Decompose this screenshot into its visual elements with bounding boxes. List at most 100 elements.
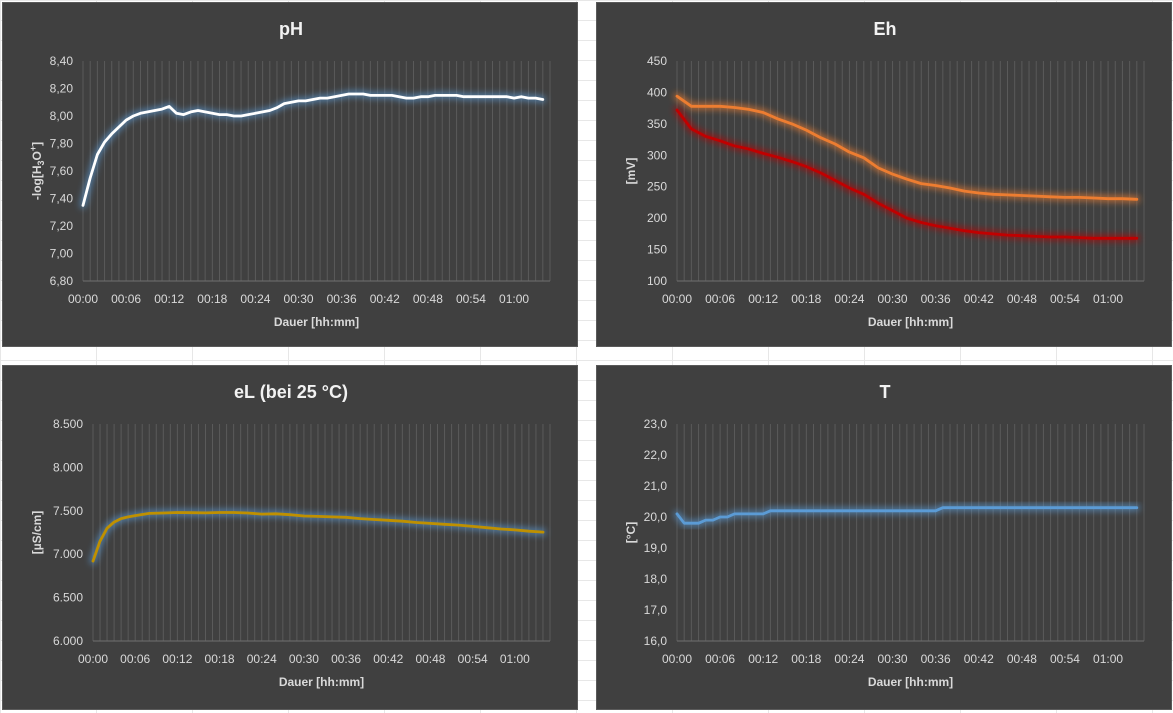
y-tick-label: 250 xyxy=(647,180,667,194)
x-tick-label: 00:42 xyxy=(373,652,403,666)
y-tick-label: 18,0 xyxy=(644,572,668,586)
series-line-0[interactable] xyxy=(675,94,1139,201)
series-line-0[interactable] xyxy=(91,511,545,563)
x-tick-label: 00:48 xyxy=(415,652,445,666)
y-tick-label: 7,40 xyxy=(50,192,74,206)
x-tick-label: 00:06 xyxy=(705,652,735,666)
x-tick-label: 00:36 xyxy=(921,292,951,306)
x-tick-label: 00:12 xyxy=(162,652,192,666)
x-tick-label: 01:00 xyxy=(1093,652,1123,666)
y-tick-label: 7.000 xyxy=(53,547,83,561)
y-tick-label: 8,40 xyxy=(50,54,74,68)
chart-panel-ph[interactable]: pH 6,80 7,00 7,20 7,40 7,60 7,80 8,00 8,20 8,40 00… xyxy=(2,2,578,347)
series-line-0[interactable] xyxy=(675,506,1139,525)
x-tick-label: 00:48 xyxy=(1007,652,1037,666)
chart-panel-eh[interactable]: Eh 100 150 200 250 300 350 400 450 00:00 00:06 00:1… xyxy=(596,2,1172,347)
y-tick-label: 23,0 xyxy=(644,417,668,431)
x-tick-label: 00:54 xyxy=(456,292,486,306)
y-tick-label: 7,20 xyxy=(50,219,74,233)
y-tick-label: 450 xyxy=(647,54,667,68)
chart-svg: Eh 100 150 200 250 300 350 400 450 00:00 00:06 00:1… xyxy=(624,19,1145,329)
x-tick-label: 00:24 xyxy=(834,652,864,666)
y-tick-label: 100 xyxy=(647,274,667,288)
y-tick-label: 150 xyxy=(647,243,667,257)
x-tick-label: 00:30 xyxy=(284,292,314,306)
y-tick-label: 8,20 xyxy=(50,82,74,96)
chart-title: Eh xyxy=(873,19,896,39)
x-axis-label: Dauer [hh:mm] xyxy=(279,675,364,689)
x-tick-label: 00:24 xyxy=(240,292,270,306)
chart-title: T xyxy=(880,382,891,402)
y-tick-label: 19,0 xyxy=(644,541,668,555)
y-tick-label: 20,0 xyxy=(644,510,668,524)
y-tick-label: 7.500 xyxy=(53,504,83,518)
y-tick-label: 16,0 xyxy=(644,634,668,648)
x-tick-label: 00:06 xyxy=(705,292,735,306)
x-tick-label: 00:48 xyxy=(413,292,443,306)
x-tick-label: 00:42 xyxy=(964,292,994,306)
y-tick-label: 300 xyxy=(647,148,667,162)
y-tick-label: 200 xyxy=(647,211,667,225)
y-tick-label: 7,80 xyxy=(50,137,74,151)
y-tick-label: 6.000 xyxy=(53,634,83,648)
x-axis-label: Dauer [hh:mm] xyxy=(274,315,359,329)
x-tick-label: 00:12 xyxy=(748,292,778,306)
chart-svg: pH 6,80 7,00 7,20 7,40 7,60 7,80 8,00 8,20 8,40 00… xyxy=(28,19,551,329)
x-tick-label: 00:30 xyxy=(289,652,319,666)
y-tick-label: 6.500 xyxy=(53,591,83,605)
x-tick-label: 00:30 xyxy=(878,292,908,306)
x-tick-label: 00:12 xyxy=(154,292,184,306)
y-axis-label: -log[H3O+] xyxy=(28,142,46,200)
y-tick-label: 8,00 xyxy=(50,109,74,123)
x-tick-label: 00:30 xyxy=(878,652,908,666)
y-tick-label: 7,60 xyxy=(50,164,74,178)
y-tick-label: 6,80 xyxy=(50,274,74,288)
chart-panel-conductivity[interactable]: eL (bei 25 °C) 6.000 6.500 7.000 7.500 8.000 8… xyxy=(2,365,578,710)
x-tick-label: 00:06 xyxy=(120,652,150,666)
x-tick-label: 00:18 xyxy=(791,652,821,666)
x-tick-label: 00:12 xyxy=(748,652,778,666)
x-tick-label: 01:00 xyxy=(1093,292,1123,306)
x-tick-label: 00:00 xyxy=(662,652,692,666)
x-tick-label: 00:54 xyxy=(1050,652,1080,666)
x-tick-label: 00:48 xyxy=(1007,292,1037,306)
y-axis-label: [µS/cm] xyxy=(30,511,44,555)
y-tick-label: 7,00 xyxy=(50,247,74,261)
x-tick-label: 00:06 xyxy=(111,292,141,306)
chart-svg: T 16,0 17,0 18,0 19,0 20,0 21,0 22,0 23,0 00:00 00… xyxy=(624,382,1145,689)
x-tick-label: 00:54 xyxy=(1050,292,1080,306)
x-tick-label: 00:18 xyxy=(197,292,227,306)
x-tick-label: 01:00 xyxy=(499,292,529,306)
x-axis-label: Dauer [hh:mm] xyxy=(868,675,953,689)
x-tick-label: 01:00 xyxy=(500,652,530,666)
y-axis-label: [°C] xyxy=(624,522,638,543)
x-tick-label: 00:42 xyxy=(370,292,400,306)
x-tick-label: 00:18 xyxy=(205,652,235,666)
chart-title: pH xyxy=(279,19,303,39)
chart-svg: eL (bei 25 °C) 6.000 6.500 7.000 7.500 8.000 8… xyxy=(30,382,551,689)
x-tick-label: 00:36 xyxy=(327,292,357,306)
series-line-0[interactable] xyxy=(81,92,545,207)
x-tick-label: 00:00 xyxy=(78,652,108,666)
x-axis-label: Dauer [hh:mm] xyxy=(868,315,953,329)
series-line-1[interactable] xyxy=(675,108,1139,240)
x-tick-label: 00:54 xyxy=(458,652,488,666)
y-tick-label: 17,0 xyxy=(644,603,668,617)
x-tick-label: 00:24 xyxy=(247,652,277,666)
y-axis-label: [mV] xyxy=(624,158,638,185)
y-tick-label: 400 xyxy=(647,85,667,99)
x-tick-label: 00:24 xyxy=(834,292,864,306)
x-tick-label: 00:00 xyxy=(68,292,98,306)
x-tick-label: 00:36 xyxy=(331,652,361,666)
x-tick-label: 00:42 xyxy=(964,652,994,666)
y-tick-label: 21,0 xyxy=(644,479,668,493)
y-tick-label: 8.500 xyxy=(53,417,83,431)
y-tick-label: 8.000 xyxy=(53,460,83,474)
chart-panel-temperature[interactable]: T 16,0 17,0 18,0 19,0 20,0 21,0 22,0 23,0 00:00 00… xyxy=(596,365,1172,710)
x-tick-label: 00:18 xyxy=(791,292,821,306)
chart-title: eL (bei 25 °C) xyxy=(234,382,348,402)
y-tick-label: 22,0 xyxy=(644,448,668,462)
x-tick-label: 00:00 xyxy=(662,292,692,306)
y-tick-label: 350 xyxy=(647,117,667,131)
x-tick-label: 00:36 xyxy=(921,652,951,666)
